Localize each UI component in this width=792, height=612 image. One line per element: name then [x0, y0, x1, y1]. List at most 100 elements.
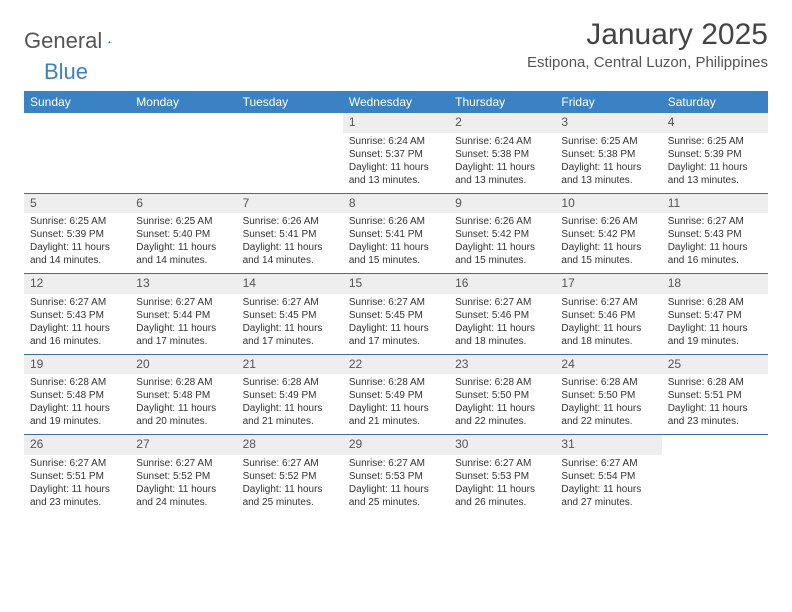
- calendar-week-row: 12Sunrise: 6:27 AMSunset: 5:43 PMDayligh…: [24, 274, 768, 355]
- daylight-text: and 19 minutes.: [30, 415, 124, 428]
- calendar-week-row: 26Sunrise: 6:27 AMSunset: 5:51 PMDayligh…: [24, 435, 768, 515]
- daylight-text: Daylight: 11 hours: [349, 161, 443, 174]
- weekday-header: Tuesday: [237, 91, 343, 113]
- daylight-text: and 13 minutes.: [561, 174, 655, 187]
- title-block: January 2025 Estipona, Central Luzon, Ph…: [527, 18, 768, 71]
- day-details: Sunrise: 6:24 AMSunset: 5:38 PMDaylight:…: [449, 133, 555, 193]
- day-details: Sunrise: 6:28 AMSunset: 5:51 PMDaylight:…: [662, 374, 768, 434]
- day-details: Sunrise: 6:27 AMSunset: 5:43 PMDaylight:…: [24, 294, 130, 354]
- sunrise-text: Sunrise: 6:28 AM: [243, 376, 337, 389]
- sunset-text: Sunset: 5:45 PM: [349, 309, 443, 322]
- calendar-day-cell: 11Sunrise: 6:27 AMSunset: 5:43 PMDayligh…: [662, 193, 768, 274]
- daylight-text: Daylight: 11 hours: [455, 402, 549, 415]
- sunrise-text: Sunrise: 6:28 AM: [30, 376, 124, 389]
- daylight-text: Daylight: 11 hours: [30, 322, 124, 335]
- day-details: Sunrise: 6:26 AMSunset: 5:42 PMDaylight:…: [555, 213, 661, 273]
- daylight-text: Daylight: 11 hours: [668, 322, 762, 335]
- day-details: Sunrise: 6:27 AMSunset: 5:43 PMDaylight:…: [662, 213, 768, 273]
- daylight-text: and 22 minutes.: [561, 415, 655, 428]
- day-details: Sunrise: 6:26 AMSunset: 5:42 PMDaylight:…: [449, 213, 555, 273]
- sunset-text: Sunset: 5:53 PM: [455, 470, 549, 483]
- sunrise-text: Sunrise: 6:28 AM: [136, 376, 230, 389]
- daylight-text: Daylight: 11 hours: [455, 483, 549, 496]
- weekday-header-row: Sunday Monday Tuesday Wednesday Thursday…: [24, 91, 768, 113]
- daylight-text: and 22 minutes.: [455, 415, 549, 428]
- sunset-text: Sunset: 5:49 PM: [349, 389, 443, 402]
- calendar-day-cell: 18Sunrise: 6:28 AMSunset: 5:47 PMDayligh…: [662, 274, 768, 355]
- calendar-day-cell: 27Sunrise: 6:27 AMSunset: 5:52 PMDayligh…: [130, 435, 236, 515]
- daylight-text: Daylight: 11 hours: [561, 161, 655, 174]
- sunset-text: Sunset: 5:37 PM: [349, 148, 443, 161]
- daylight-text: and 26 minutes.: [455, 496, 549, 509]
- day-number: 17: [555, 274, 661, 294]
- day-details: Sunrise: 6:27 AMSunset: 5:46 PMDaylight:…: [449, 294, 555, 354]
- calendar-day-cell: 16Sunrise: 6:27 AMSunset: 5:46 PMDayligh…: [449, 274, 555, 355]
- calendar-day-cell: 29Sunrise: 6:27 AMSunset: 5:53 PMDayligh…: [343, 435, 449, 515]
- day-details: Sunrise: 6:27 AMSunset: 5:45 PMDaylight:…: [343, 294, 449, 354]
- sunset-text: Sunset: 5:48 PM: [136, 389, 230, 402]
- daylight-text: and 24 minutes.: [136, 496, 230, 509]
- daylight-text: Daylight: 11 hours: [668, 241, 762, 254]
- sunrise-text: Sunrise: 6:27 AM: [668, 215, 762, 228]
- sunset-text: Sunset: 5:39 PM: [30, 228, 124, 241]
- day-number: 10: [555, 194, 661, 214]
- day-number: 4: [662, 113, 768, 133]
- day-details: Sunrise: 6:27 AMSunset: 5:52 PMDaylight:…: [130, 455, 236, 515]
- sunrise-text: Sunrise: 6:27 AM: [243, 457, 337, 470]
- calendar-day-cell: 12Sunrise: 6:27 AMSunset: 5:43 PMDayligh…: [24, 274, 130, 355]
- day-number: 3: [555, 113, 661, 133]
- day-details: Sunrise: 6:25 AMSunset: 5:39 PMDaylight:…: [24, 213, 130, 273]
- calendar-day-cell: 26Sunrise: 6:27 AMSunset: 5:51 PMDayligh…: [24, 435, 130, 515]
- sunset-text: Sunset: 5:42 PM: [455, 228, 549, 241]
- day-number: 24: [555, 355, 661, 375]
- daylight-text: and 14 minutes.: [30, 254, 124, 267]
- calendar-day-cell: 9Sunrise: 6:26 AMSunset: 5:42 PMDaylight…: [449, 193, 555, 274]
- sunrise-text: Sunrise: 6:27 AM: [455, 296, 549, 309]
- daylight-text: and 17 minutes.: [349, 335, 443, 348]
- weekday-header: Friday: [555, 91, 661, 113]
- calendar-day-cell: [130, 113, 236, 193]
- sunrise-text: Sunrise: 6:27 AM: [561, 296, 655, 309]
- day-number: 5: [24, 194, 130, 214]
- sunrise-text: Sunrise: 6:24 AM: [455, 135, 549, 148]
- day-details: Sunrise: 6:25 AMSunset: 5:39 PMDaylight:…: [662, 133, 768, 193]
- logo-sail-icon: [108, 33, 112, 51]
- calendar-day-cell: 31Sunrise: 6:27 AMSunset: 5:54 PMDayligh…: [555, 435, 661, 515]
- calendar-day-cell: 15Sunrise: 6:27 AMSunset: 5:45 PMDayligh…: [343, 274, 449, 355]
- day-number: 11: [662, 194, 768, 214]
- calendar-day-cell: [24, 113, 130, 193]
- calendar-table: Sunday Monday Tuesday Wednesday Thursday…: [24, 91, 768, 515]
- daylight-text: and 13 minutes.: [668, 174, 762, 187]
- sunrise-text: Sunrise: 6:27 AM: [243, 296, 337, 309]
- sunset-text: Sunset: 5:38 PM: [561, 148, 655, 161]
- daylight-text: Daylight: 11 hours: [668, 161, 762, 174]
- daylight-text: and 25 minutes.: [349, 496, 443, 509]
- daylight-text: and 13 minutes.: [455, 174, 549, 187]
- calendar-page: General January 2025 Estipona, Central L…: [0, 0, 792, 515]
- calendar-day-cell: 4Sunrise: 6:25 AMSunset: 5:39 PMDaylight…: [662, 113, 768, 193]
- sunrise-text: Sunrise: 6:25 AM: [668, 135, 762, 148]
- daylight-text: Daylight: 11 hours: [561, 322, 655, 335]
- day-details: Sunrise: 6:26 AMSunset: 5:41 PMDaylight:…: [343, 213, 449, 273]
- day-number: 18: [662, 274, 768, 294]
- sunrise-text: Sunrise: 6:26 AM: [349, 215, 443, 228]
- weekday-header: Saturday: [662, 91, 768, 113]
- daylight-text: and 27 minutes.: [561, 496, 655, 509]
- day-number: 12: [24, 274, 130, 294]
- day-details: Sunrise: 6:24 AMSunset: 5:37 PMDaylight:…: [343, 133, 449, 193]
- day-details: Sunrise: 6:26 AMSunset: 5:41 PMDaylight:…: [237, 213, 343, 273]
- sunset-text: Sunset: 5:47 PM: [668, 309, 762, 322]
- calendar-day-cell: 17Sunrise: 6:27 AMSunset: 5:46 PMDayligh…: [555, 274, 661, 355]
- daylight-text: and 14 minutes.: [136, 254, 230, 267]
- sunrise-text: Sunrise: 6:27 AM: [30, 296, 124, 309]
- day-number: 20: [130, 355, 236, 375]
- day-number: 16: [449, 274, 555, 294]
- calendar-day-cell: 24Sunrise: 6:28 AMSunset: 5:50 PMDayligh…: [555, 354, 661, 435]
- day-details: Sunrise: 6:28 AMSunset: 5:47 PMDaylight:…: [662, 294, 768, 354]
- calendar-day-cell: 13Sunrise: 6:27 AMSunset: 5:44 PMDayligh…: [130, 274, 236, 355]
- daylight-text: Daylight: 11 hours: [30, 241, 124, 254]
- calendar-week-row: 19Sunrise: 6:28 AMSunset: 5:48 PMDayligh…: [24, 354, 768, 435]
- day-details: Sunrise: 6:25 AMSunset: 5:40 PMDaylight:…: [130, 213, 236, 273]
- daylight-text: Daylight: 11 hours: [136, 322, 230, 335]
- sunrise-text: Sunrise: 6:28 AM: [349, 376, 443, 389]
